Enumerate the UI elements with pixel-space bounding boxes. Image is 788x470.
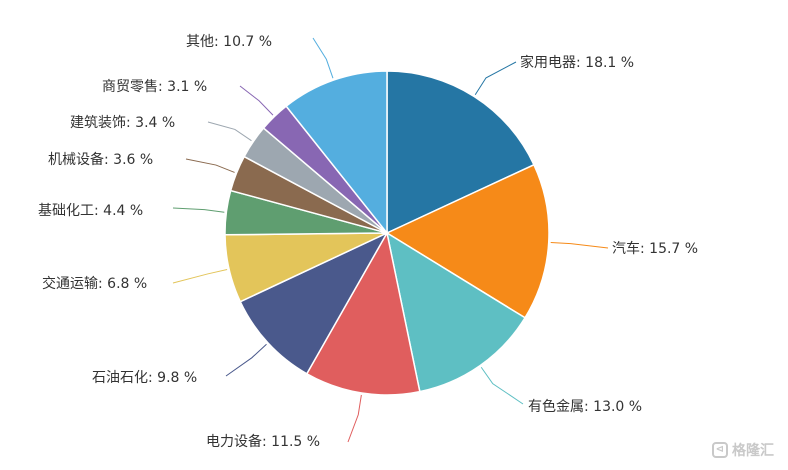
leader-line bbox=[185, 158, 235, 173]
slice-label: 其他: 10.7 % bbox=[186, 34, 272, 50]
leader-line bbox=[172, 207, 225, 213]
slice-label: 机械设备: 3.6 % bbox=[48, 151, 153, 168]
slice-label: 建筑装饰: 3.4 % bbox=[70, 115, 175, 131]
leader-line bbox=[239, 85, 274, 116]
slice-label: 汽车: 15.7 % bbox=[612, 240, 698, 257]
leader-line bbox=[172, 269, 228, 284]
leader-line bbox=[474, 61, 517, 96]
slice-label: 有色金属: 13.0 % bbox=[528, 398, 642, 415]
slice-label: 电力设备: 11.5 % bbox=[206, 433, 320, 450]
watermark-text: 格隆汇 bbox=[732, 443, 774, 459]
leader-line bbox=[347, 394, 362, 443]
pie-slice bbox=[239, 231, 389, 375]
slice-label: 交通运输: 6.8 % bbox=[42, 275, 147, 292]
leader-line bbox=[550, 242, 609, 249]
leader-line bbox=[312, 37, 334, 79]
slice-label: 石油石化: 9.8 % bbox=[92, 370, 197, 386]
slice-label: 商贸零售: 3.1 % bbox=[102, 79, 207, 95]
pie-slice bbox=[285, 70, 388, 236]
leader-line bbox=[207, 121, 252, 142]
pie-slice bbox=[385, 231, 527, 393]
leader-line bbox=[225, 343, 267, 377]
slice-label: 家用电器: 18.1 % bbox=[520, 54, 634, 71]
slice-label: 基础化工: 4.4 % bbox=[38, 202, 143, 219]
watermark-logo-icon: ⊲ bbox=[712, 442, 728, 458]
pie-slice bbox=[305, 230, 421, 396]
pie-slice bbox=[385, 163, 550, 319]
leader-line bbox=[480, 366, 524, 405]
pie-slice bbox=[386, 70, 535, 235]
watermark: ⊲ 格隆汇 bbox=[712, 440, 774, 460]
